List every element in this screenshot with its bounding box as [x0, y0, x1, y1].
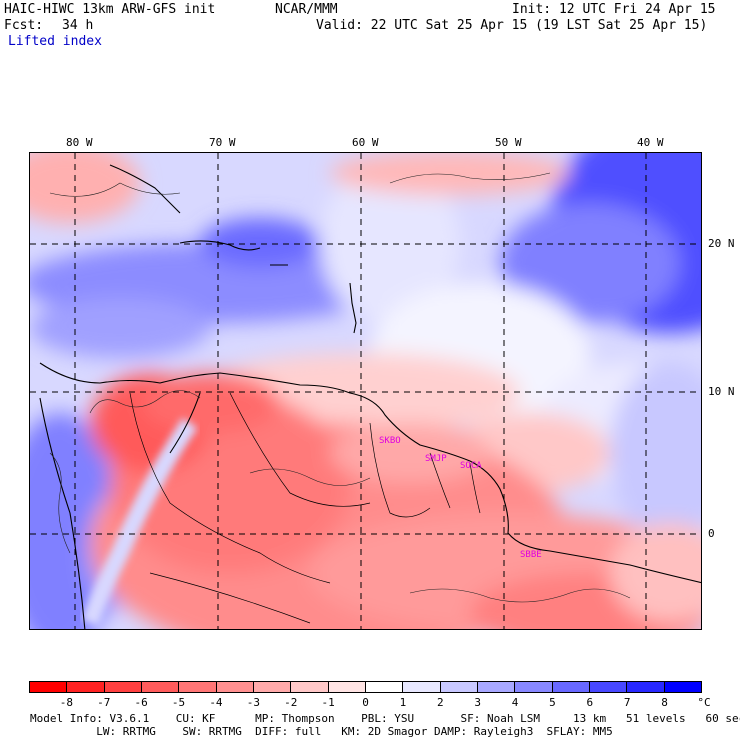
fcst-label: Fcst:	[4, 18, 44, 33]
model-info-line1: Model Info: V3.6.1 CU: KF MP: Thompson P…	[30, 712, 740, 725]
borders	[129, 392, 481, 624]
lat-label-0: 0	[708, 527, 715, 540]
init-time: Init: 12 UTC Fri 24 Apr 15	[512, 2, 716, 17]
contour-line	[409, 588, 631, 603]
contours	[49, 172, 631, 603]
colorbar-tick-label: 8	[661, 696, 668, 709]
colorbar-tick-label: -3	[246, 696, 260, 709]
valid-time: Valid: 22 UTC Sat 25 Apr 15 (19 LST Sat …	[316, 18, 708, 33]
colorbar-swatch	[291, 682, 329, 692]
colorbar-tick-label: -1	[321, 696, 335, 709]
station-sbbe: SBBE	[520, 550, 542, 560]
contour-line	[249, 468, 371, 486]
colorbar-tick-label: 3	[474, 696, 481, 709]
colorbar-swatch	[515, 682, 553, 692]
map-panel: SKBO SMJP SOCA SBBE	[29, 152, 702, 630]
border-french-guiana	[469, 462, 481, 514]
colorbar-tick-label: -6	[134, 696, 148, 709]
pacific-coast	[39, 397, 86, 629]
colorbar-swatch	[253, 682, 292, 692]
colorbar-tick-label: -7	[97, 696, 111, 709]
colorbar-tick-label: 0	[362, 696, 369, 709]
colorbar-tick-label: 6	[586, 696, 594, 709]
lake-maracaibo	[169, 392, 201, 454]
border-suriname	[429, 452, 451, 509]
colorbar-swatch	[141, 682, 180, 692]
lifted-index-field	[30, 153, 701, 629]
colorbar-swatch	[179, 682, 217, 692]
south-america-coast	[39, 362, 701, 584]
border-colombia	[129, 392, 331, 584]
model-info-line2: LW: RRTMG SW: RRTMG DIFF: full KM: 2D Sm…	[30, 725, 613, 738]
colorbar-swatch	[365, 682, 404, 692]
colorbar	[29, 681, 702, 693]
lon-label-80w: 80 W	[66, 136, 93, 149]
colorbar-tick-label: 5	[549, 696, 556, 709]
hispaniola-coast	[179, 240, 261, 251]
contour-line	[49, 182, 181, 197]
colorbar-swatch	[403, 682, 441, 692]
colorbar-swatch	[477, 682, 516, 692]
colorbar-unit: °C	[697, 696, 711, 709]
colorbar-swatch	[67, 682, 105, 692]
model-title: HAIC-HIWC 13km ARW-GFS init	[4, 2, 216, 17]
colorbar-swatch	[627, 682, 665, 692]
colorbar-tick-label: 2	[436, 696, 444, 709]
fcst-value: 34 h	[62, 18, 94, 33]
border-guyana	[369, 422, 431, 518]
colorbar-swatch	[104, 682, 142, 692]
lesser-antilles	[349, 282, 357, 334]
graticule	[30, 153, 701, 629]
colorbar-tick-label: 1	[399, 696, 407, 709]
lon-label-70w: 70 W	[209, 136, 236, 149]
colorbar-swatch	[552, 682, 590, 692]
coastlines	[39, 164, 701, 629]
contour-line	[49, 452, 71, 554]
colorbar-swatch	[440, 682, 478, 692]
lon-label-40w: 40 W	[637, 136, 664, 149]
colorbar-tick-label: -5	[171, 696, 186, 709]
station-soca: SOCA	[460, 461, 482, 471]
lifted-index-map: SKBO SMJP SOCA SBBE	[30, 153, 701, 629]
colorbar-tick-label: 4	[511, 696, 519, 709]
colorbar-tick-label: -2	[284, 696, 298, 709]
colorbar-tick-label: 7	[623, 696, 631, 709]
lon-label-60w: 60 W	[352, 136, 379, 149]
lon-label-50w: 50 W	[495, 136, 522, 149]
colorbar-swatch	[589, 682, 628, 692]
colorbar-swatch	[328, 682, 366, 692]
colorbar-tick-label: -4	[209, 696, 223, 709]
colorbar-swatch	[30, 682, 68, 692]
lat-label-20n: 20 N	[708, 237, 735, 250]
border-venezuela	[229, 392, 371, 507]
contour-line	[389, 172, 551, 184]
contour-line	[89, 390, 201, 414]
field-name: Lifted index	[8, 34, 102, 49]
station-skbo: SKBO	[379, 436, 401, 446]
station-smjp: SMJP	[425, 454, 447, 464]
andes-cool-streak	[81, 418, 198, 626]
lat-label-10n: 10 N	[708, 385, 735, 398]
institution: NCAR/MMM	[275, 2, 338, 17]
cuba-coast	[109, 164, 181, 214]
colorbar-swatch	[216, 682, 254, 692]
colorbar-swatch	[664, 682, 701, 692]
border-ecuador-peru	[149, 572, 311, 624]
stations: SKBO SMJP SOCA SBBE	[379, 436, 542, 560]
colorbar-tick-label: -8	[59, 696, 73, 709]
